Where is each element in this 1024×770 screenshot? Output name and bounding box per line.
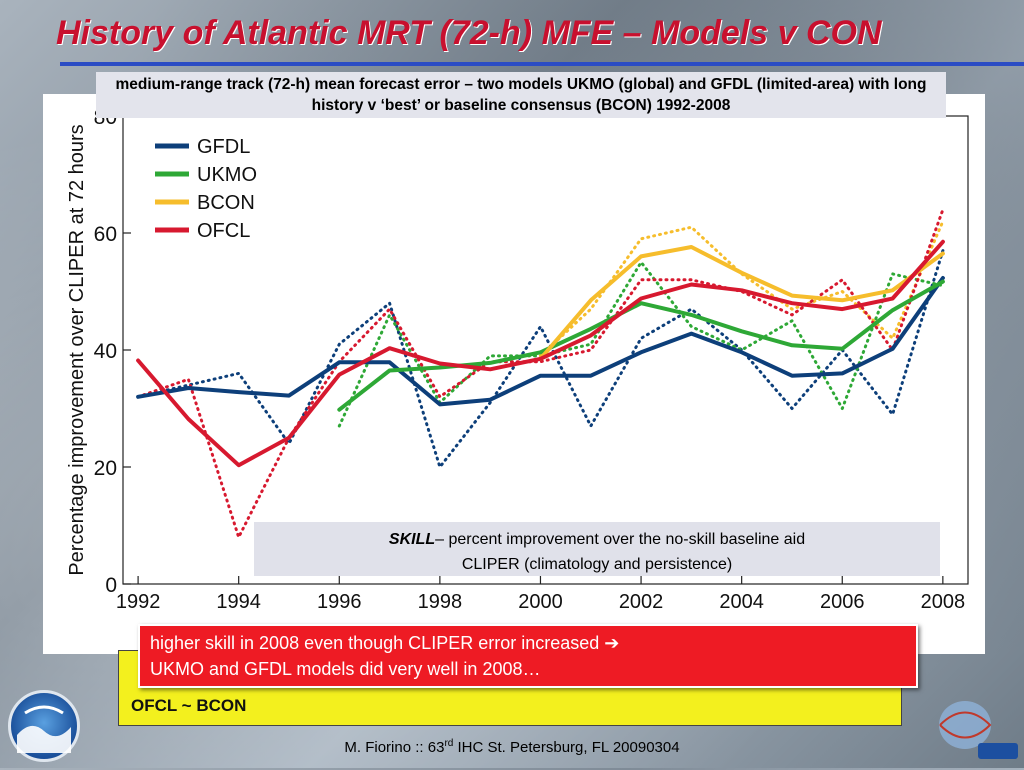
series-line-dotted bbox=[337, 260, 945, 428]
noaa-logo bbox=[8, 690, 80, 762]
red-callout-line2: UKMO and GFDL models did very well in 20… bbox=[150, 659, 541, 679]
x-tick-label: 2006 bbox=[820, 591, 865, 613]
y-tick-label: 60 bbox=[94, 223, 117, 246]
x-tick-label: 2008 bbox=[921, 591, 966, 613]
skill-definition-box: SKILL– percent improvement over the no-s… bbox=[254, 522, 940, 576]
slide-title: History of Atlantic MRT (72-h) MFE – Mod… bbox=[56, 14, 882, 52]
series-line-bcon bbox=[538, 245, 945, 361]
red-callout-line1: higher skill in 2008 even though CLIPER … bbox=[150, 633, 620, 653]
title-underline bbox=[60, 62, 1024, 66]
y-axis-label: Percentage improvement over CLIPER at 72… bbox=[66, 124, 88, 575]
x-tick-label: 1998 bbox=[418, 591, 463, 613]
x-tick-label: 2002 bbox=[619, 591, 664, 613]
legend-label: GFDL bbox=[197, 136, 250, 158]
series-line-dotted bbox=[136, 249, 945, 469]
yellow-note-text: OFCL ~ BCON bbox=[131, 696, 247, 715]
y-tick-label: 20 bbox=[94, 457, 117, 480]
series-line-gfdl bbox=[136, 276, 945, 407]
line-chart: 0204060801992199419961998200020022004200… bbox=[66, 106, 969, 613]
series-line-ofcl bbox=[136, 239, 945, 468]
x-tick-label: 1996 bbox=[317, 591, 362, 613]
footer-text-post: IHC St. Petersburg, FL 20090304 bbox=[453, 739, 680, 756]
legend-label: UKMO bbox=[197, 164, 257, 186]
series-line-ukmo bbox=[337, 279, 945, 412]
skill-definition: – percent improvement over the no-skill … bbox=[435, 531, 806, 548]
x-tick-label: 2004 bbox=[719, 591, 764, 613]
y-tick-label: 0 bbox=[105, 574, 117, 597]
series-line-dotted bbox=[136, 208, 945, 539]
footer-text-pre: M. Fiorino :: 63 bbox=[344, 739, 445, 756]
x-tick-label: 1994 bbox=[216, 591, 260, 613]
legend-label: BCON bbox=[197, 192, 255, 214]
esrl-logo bbox=[930, 695, 1020, 765]
y-tick-label: 40 bbox=[94, 340, 117, 363]
footer-text-sup: rd bbox=[444, 738, 454, 749]
footer-credit: M. Fiorino :: 63rd IHC St. Petersburg, F… bbox=[0, 738, 1024, 756]
skill-definition-line2: CLIPER (climatology and persistence) bbox=[461, 556, 733, 573]
x-tick-label: 1992 bbox=[116, 591, 161, 613]
chart-subtitle: medium-range track (72-h) mean forecast … bbox=[96, 72, 946, 118]
skill-term: SKILL bbox=[388, 531, 436, 548]
x-tick-label: 2000 bbox=[518, 591, 563, 613]
red-callout-box: higher skill in 2008 even though CLIPER … bbox=[138, 624, 918, 688]
legend-label: OFCL bbox=[197, 220, 250, 242]
